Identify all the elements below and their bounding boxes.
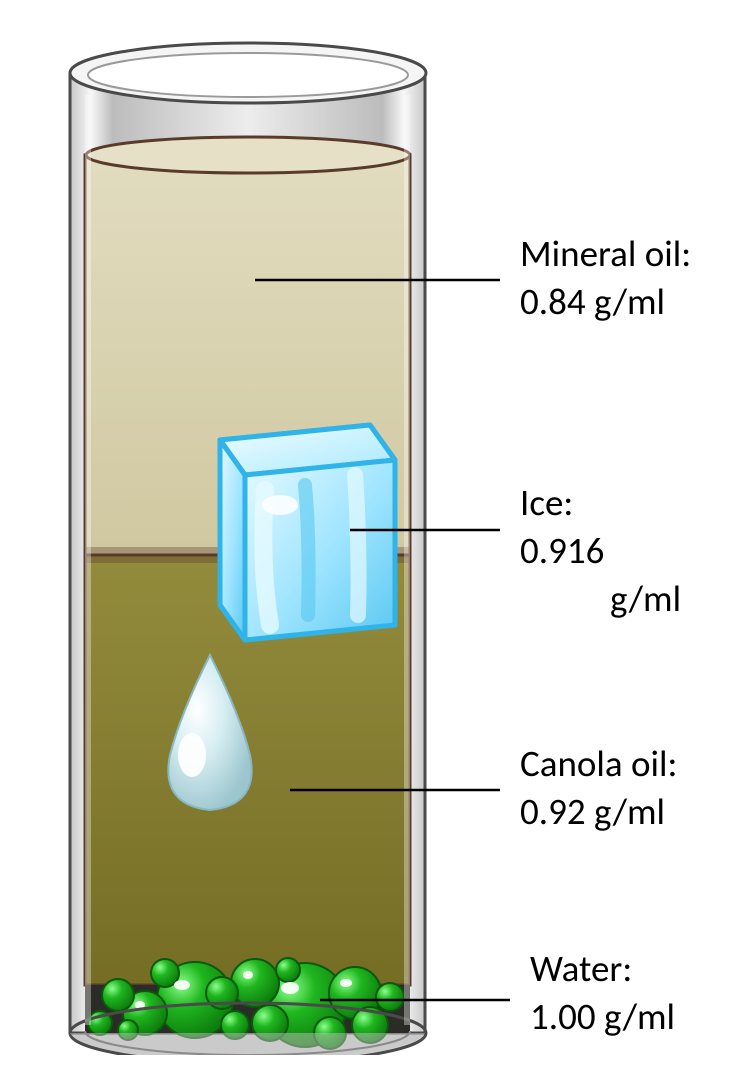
label-text: 0.916: [520, 527, 681, 575]
glass: [70, 43, 426, 1055]
label-text: Ice:: [520, 479, 681, 527]
label-text: g/ml: [520, 575, 681, 623]
density-diagram: Mineral oil: 0.84 g/ml Ice: 0.916 g/ml C…: [30, 35, 720, 1055]
label-water: Water: 1.00 g/ml: [530, 945, 675, 1041]
ice-cube: [220, 425, 395, 640]
label-text: 0.84 g/ml: [520, 278, 691, 326]
label-text: 1.00 g/ml: [530, 993, 675, 1041]
label-text: Water:: [530, 945, 675, 993]
label-text: 0.92 g/ml: [520, 788, 677, 836]
label-mineral-oil: Mineral oil: 0.84 g/ml: [520, 230, 691, 326]
label-text: Mineral oil:: [520, 230, 691, 278]
label-canola-oil: Canola oil: 0.92 g/ml: [520, 740, 677, 836]
label-text: Canola oil:: [520, 740, 677, 788]
label-ice: Ice: 0.916 g/ml: [520, 479, 681, 623]
